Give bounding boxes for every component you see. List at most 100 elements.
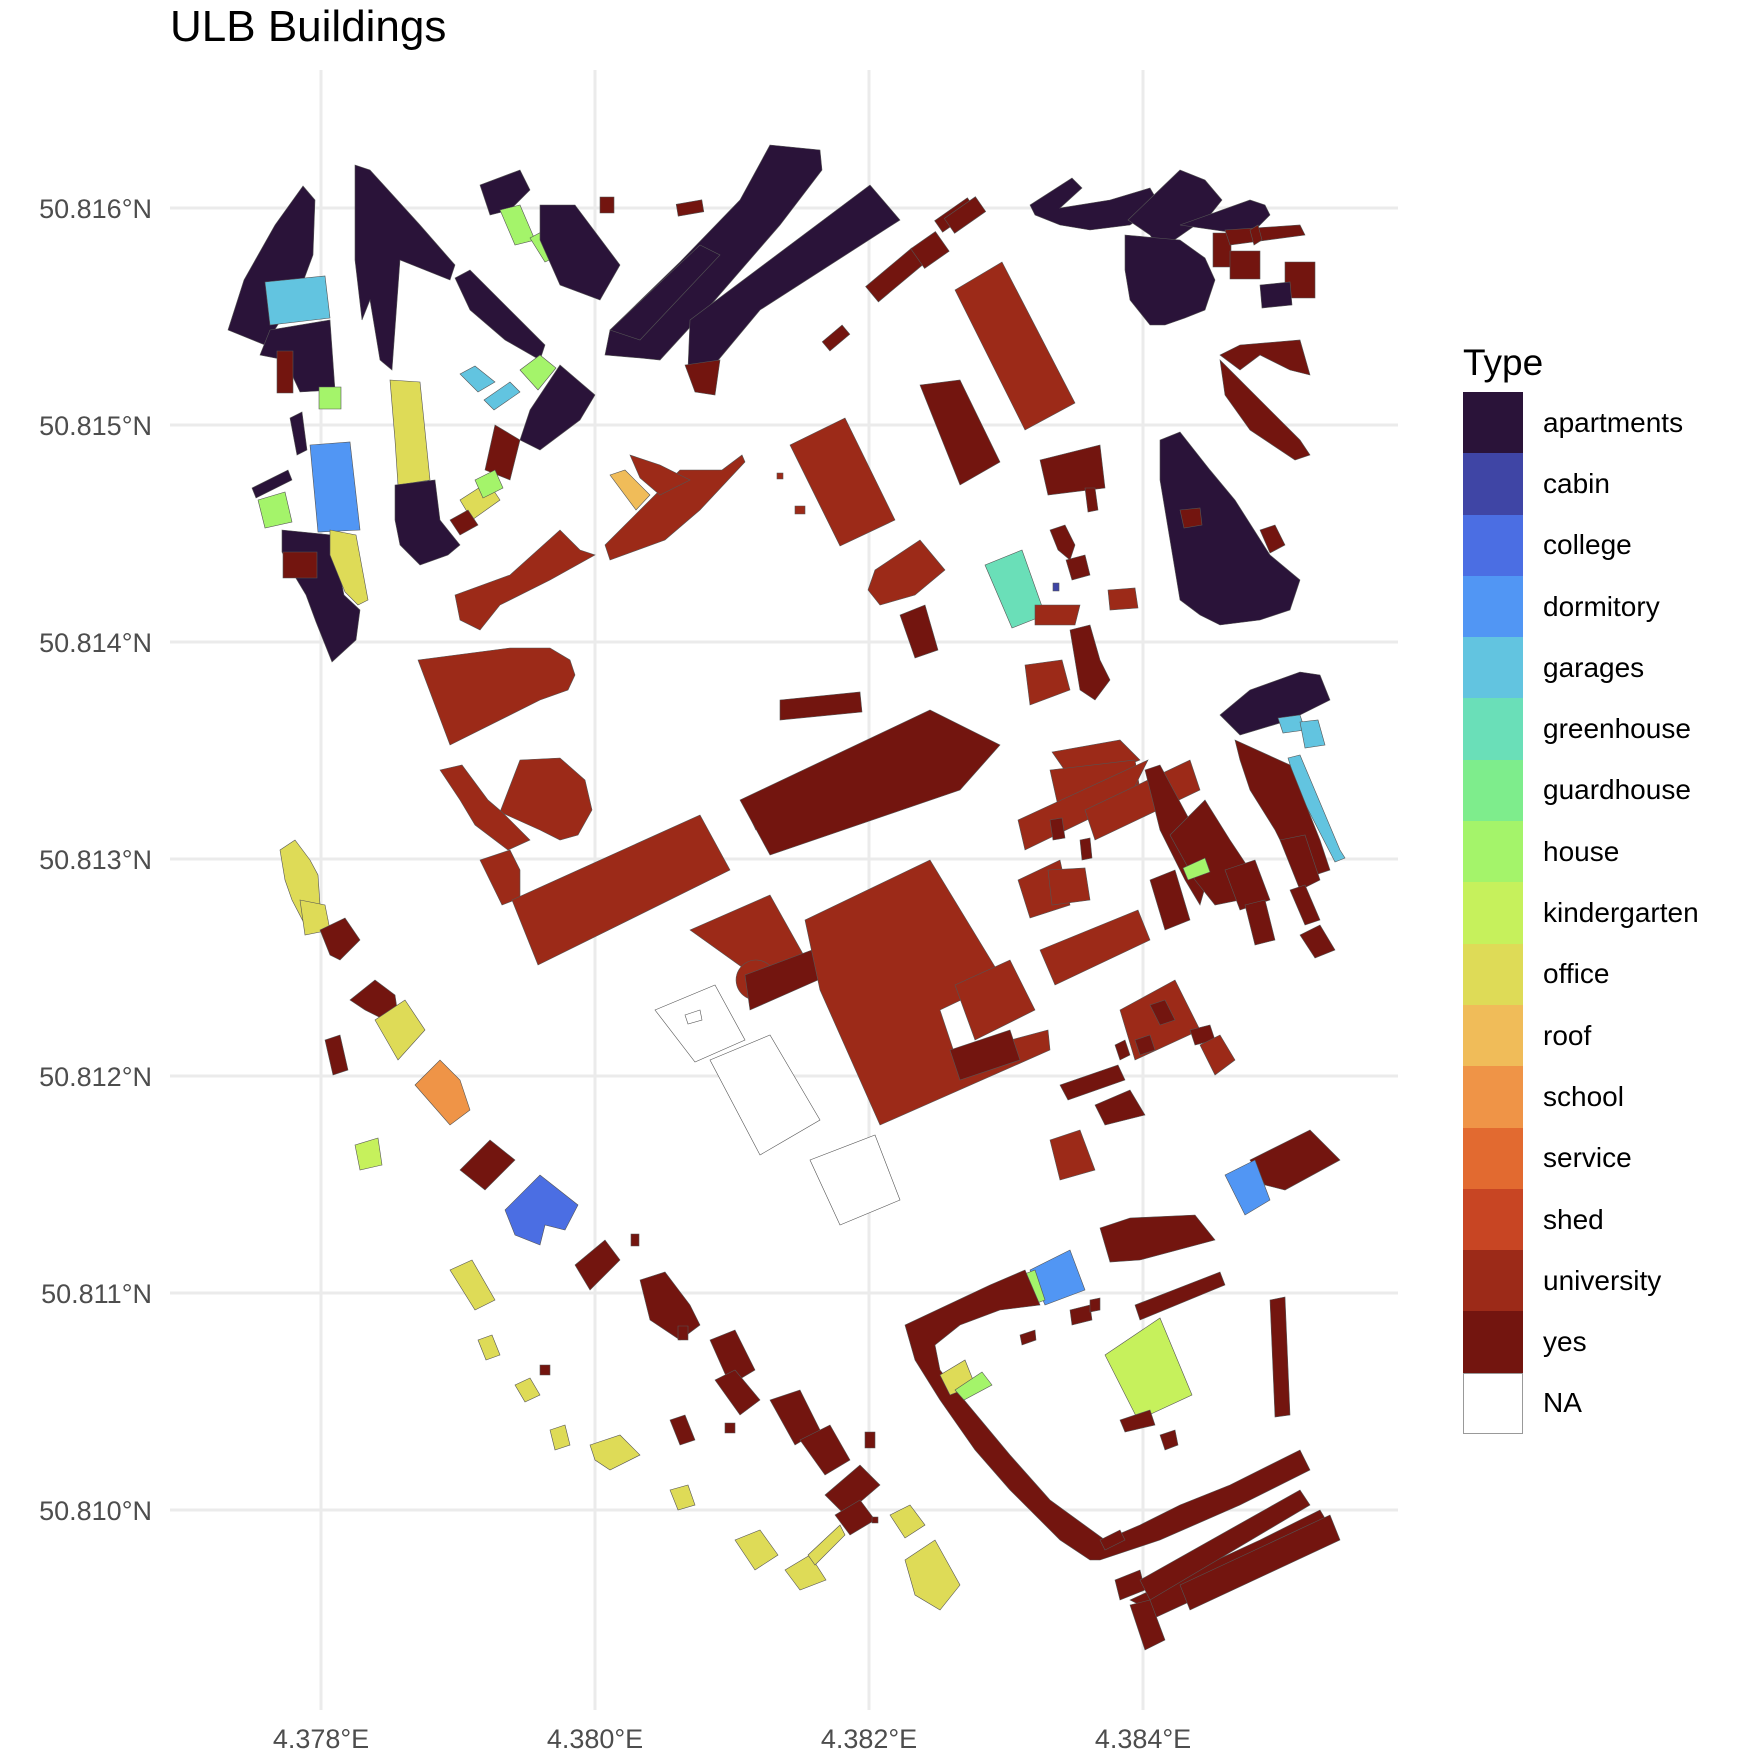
building-office [734, 1529, 779, 1571]
building-yes [1149, 999, 1176, 1026]
building-yes [1244, 899, 1276, 946]
building-yes [1089, 1297, 1101, 1313]
building-yes [1049, 817, 1066, 841]
building-university [1034, 604, 1081, 626]
building-yes [1049, 524, 1076, 561]
building-yes [1039, 444, 1106, 496]
building-yes [276, 350, 294, 394]
legend-item: roof [1463, 1004, 1699, 1067]
building-yes [1069, 624, 1111, 701]
building-university [1047, 867, 1091, 906]
building-yes [1099, 1529, 1126, 1551]
building-university [954, 959, 1036, 1041]
building-na [709, 1034, 821, 1156]
building-kindergarten [1104, 1317, 1193, 1421]
building-yes [1249, 1129, 1341, 1191]
legend-label: house [1543, 835, 1620, 867]
building-yes [677, 1325, 689, 1341]
building-office [589, 1434, 641, 1471]
legend-item: school [1463, 1066, 1699, 1128]
legend-swatch [1463, 1188, 1523, 1251]
building-apartments [1219, 671, 1331, 736]
building-yes [1134, 1271, 1226, 1321]
legend-item: service [1463, 1127, 1699, 1189]
building-garages [1299, 719, 1326, 749]
legend-label: shed [1543, 1203, 1604, 1235]
legend-label: cabin [1543, 467, 1610, 499]
legend-swatch [1463, 1372, 1523, 1435]
legend: Type apartments cabin college dormitory gara… [1463, 342, 1699, 1435]
legend-swatch [1463, 943, 1523, 1005]
building-yes [1299, 924, 1336, 959]
building-yes [1219, 339, 1311, 376]
building-apartments [454, 269, 546, 361]
building-yes [459, 1139, 516, 1191]
building-apartments [1159, 431, 1301, 626]
legend-label: university [1543, 1264, 1662, 1296]
legend-items: apartments cabin college dormitory garages gr… [1463, 392, 1699, 1435]
building-yes [574, 1239, 621, 1291]
building-house [318, 386, 342, 410]
building-university [1049, 1129, 1096, 1181]
building-office [807, 1524, 846, 1566]
building-garages [459, 365, 496, 393]
building-university [1039, 909, 1151, 986]
building-na [809, 1134, 901, 1226]
y-tick-label: 50.810°N [39, 1496, 152, 1526]
building-office [449, 1259, 496, 1311]
building-yes [1259, 524, 1286, 554]
x-tick-label: 4.380°E [547, 1724, 643, 1754]
building-apartments [609, 244, 721, 341]
building-university [629, 454, 691, 496]
building-yes [714, 1369, 761, 1416]
building-apartments [394, 479, 461, 566]
building-yes [599, 196, 615, 214]
legend-label: apartments [1543, 406, 1684, 438]
legend-label: office [1543, 958, 1610, 990]
legend-label: roof [1543, 1019, 1592, 1051]
building-yes [484, 424, 521, 481]
building-na [654, 984, 746, 1063]
legend-label: dormitory [1543, 590, 1660, 622]
building-yes [799, 1424, 851, 1476]
legend-swatch [1463, 1311, 1523, 1373]
x-tick-label: 4.378°E [273, 1724, 369, 1754]
building-yes [1269, 1296, 1291, 1418]
building-yes [864, 1431, 876, 1449]
legend-swatch [1463, 1127, 1523, 1189]
building-university [794, 505, 806, 515]
y-tick-label: 50.815°N [39, 411, 152, 441]
legend-item: guardhouse [1463, 759, 1699, 822]
building-house [257, 491, 293, 529]
building-yes [1159, 1429, 1179, 1451]
legend-swatch [1463, 882, 1523, 944]
legend-label: guardhouse [1543, 774, 1691, 806]
building-yes [1129, 1599, 1166, 1651]
building-office [389, 379, 431, 486]
building-university [776, 472, 784, 480]
building-yes [675, 199, 705, 217]
building-yes [669, 1414, 696, 1446]
building-yes [1229, 250, 1261, 280]
building-university [954, 261, 1076, 431]
legend-label: school [1543, 1080, 1624, 1112]
legend-item: NA [1463, 1372, 1699, 1435]
building-yes [724, 1422, 736, 1434]
legend-label: NA [1543, 1387, 1582, 1419]
map-title: ULB Buildings [170, 2, 447, 51]
building-yes [1249, 224, 1263, 246]
building-yes [910, 231, 950, 269]
legend-item: shed [1463, 1188, 1699, 1251]
building-yes [871, 1516, 879, 1524]
building-garages [483, 381, 521, 411]
building-university [417, 647, 576, 746]
building-yes [1149, 869, 1191, 931]
building-office [904, 1539, 961, 1611]
building-house [519, 354, 557, 391]
building-yes [319, 917, 361, 961]
legend-item: dormitory [1463, 575, 1699, 638]
building-university [1024, 659, 1071, 706]
building-office [669, 1484, 696, 1511]
building-university [867, 539, 946, 606]
building-yes [1219, 359, 1311, 461]
